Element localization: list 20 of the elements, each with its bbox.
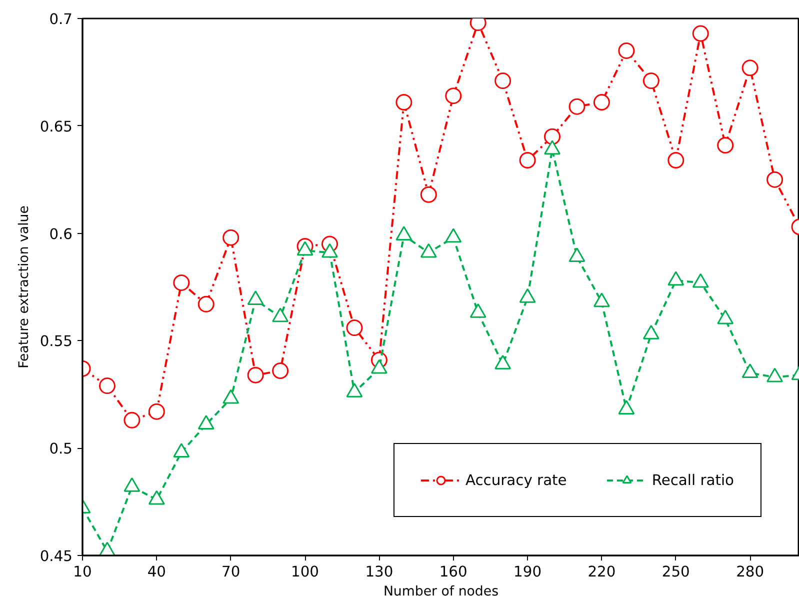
y-tick-label: 0.5 [49, 440, 73, 458]
x-tick-label: 130 [365, 564, 394, 580]
x-tick-label: 250 [662, 564, 690, 580]
y-tick-label: 0.45 [40, 548, 73, 565]
legend-label: Recall ratio [652, 472, 734, 488]
x-tick-label: 220 [588, 564, 616, 580]
x-tick-label: 10 [73, 564, 92, 580]
legend-label: Accuracy rate [465, 472, 567, 488]
x-tick-label: 280 [736, 564, 764, 580]
x-axis-title: Number of nodes [383, 584, 499, 600]
y-tick-label: 0.55 [40, 333, 73, 350]
x-tick-label: 160 [439, 564, 468, 580]
x-tick-label: 40 [147, 564, 166, 580]
x-tick-label: 70 [222, 564, 240, 580]
y-tick-label: 0.65 [40, 118, 73, 136]
y-tick-label: 0.7 [49, 11, 73, 28]
x-tick-label: 100 [291, 564, 320, 580]
y-axis-title: Feature extraction value [16, 206, 32, 368]
x-tick-label: 190 [514, 564, 542, 580]
y-tick-label: 0.6 [49, 226, 73, 243]
